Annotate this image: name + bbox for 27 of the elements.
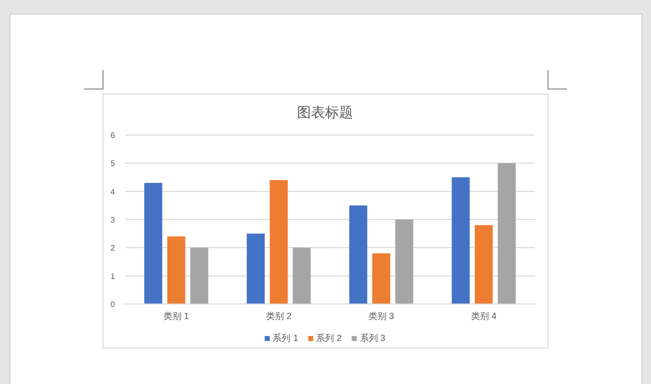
y-tick-label: 1 <box>110 272 116 281</box>
y-tick-label: 5 <box>110 159 116 168</box>
bar <box>246 234 265 304</box>
x-tick-label: 类别 4 <box>470 311 497 321</box>
bar <box>498 163 516 304</box>
y-tick-label: 4 <box>110 187 116 196</box>
legend-label: 系列 2 <box>316 333 342 343</box>
bar <box>349 205 368 304</box>
y-tick-label: 2 <box>110 244 116 253</box>
y-tick-label: 6 <box>110 131 116 140</box>
bar <box>474 225 493 304</box>
chart-title: 图表标题 <box>297 104 353 120</box>
bar <box>452 177 470 304</box>
x-tick-label: 类别 2 <box>266 311 292 321</box>
bar <box>167 236 186 304</box>
bar <box>372 253 390 304</box>
legend-label: 系列 3 <box>360 333 386 343</box>
bar <box>190 248 208 304</box>
bar <box>270 180 288 304</box>
y-tick-label: 3 <box>110 216 116 224</box>
y-tick-label: 0 <box>110 300 116 309</box>
bar <box>395 220 414 304</box>
x-tick-label: 类别 3 <box>368 311 394 321</box>
legend-label: 系列 1 <box>272 333 298 343</box>
bar <box>144 182 162 304</box>
bar <box>292 248 311 304</box>
x-tick-label: 类别 1 <box>163 311 190 321</box>
